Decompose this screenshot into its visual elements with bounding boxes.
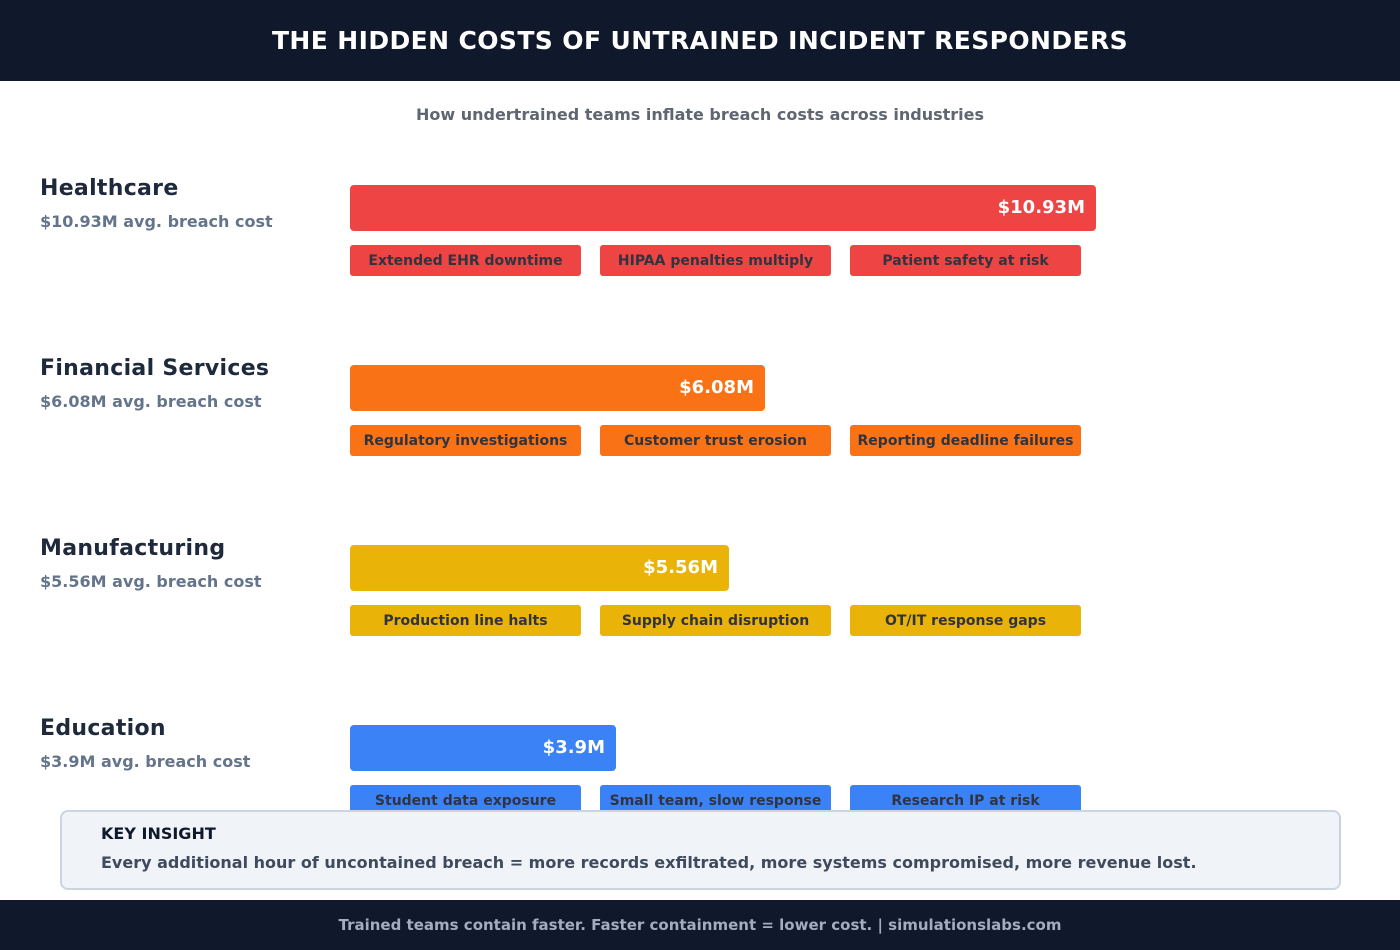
bar-value-label: $3.9M xyxy=(542,737,605,758)
page-footer: Trained teams contain faster. Faster con… xyxy=(0,900,1400,950)
category-cost-label: $6.08M avg. breach cost xyxy=(40,392,262,411)
category-cost-label: $5.56M avg. breach cost xyxy=(40,572,262,591)
bar-value-label: $6.08M xyxy=(679,377,754,398)
category-label: Education xyxy=(40,716,166,741)
impact-tag: Extended EHR downtime xyxy=(350,245,581,276)
category-label: Manufacturing xyxy=(40,536,226,561)
bar-education: $3.9M xyxy=(350,725,616,771)
category-label: Financial Services xyxy=(40,356,270,381)
insight-title: KEY INSIGHT xyxy=(101,824,216,843)
category-cost-label: $3.9M avg. breach cost xyxy=(40,752,251,771)
impact-tag: Supply chain disruption xyxy=(600,605,831,636)
impact-tag: HIPAA penalties multiply xyxy=(600,245,831,276)
impact-tag: Regulatory investigations xyxy=(350,425,581,456)
bar-value-label: $5.56M xyxy=(643,557,718,578)
key-insight-panel: KEY INSIGHT Every additional hour of unc… xyxy=(60,810,1341,890)
page-header: THE HIDDEN COSTS OF UNTRAINED INCIDENT R… xyxy=(0,0,1400,81)
bar-healthcare: $10.93M xyxy=(350,185,1096,231)
bar-manufacturing: $5.56M xyxy=(350,545,729,591)
category-label: Healthcare xyxy=(40,176,179,201)
chart-row-education: Education $3.9M avg. breach cost $3.9M Stud… xyxy=(0,716,1400,826)
chart-row-healthcare: Healthcare $10.93M avg. breach cost $10.93… xyxy=(0,176,1400,286)
impact-tag: Customer trust erosion xyxy=(600,425,831,456)
category-cost-label: $10.93M avg. breach cost xyxy=(40,212,273,231)
impact-tag: Reporting deadline failures xyxy=(850,425,1081,456)
impact-tag: Patient safety at risk xyxy=(850,245,1081,276)
chart-row-manufacturing: Manufacturing $5.56M avg. breach cost $5.5… xyxy=(0,536,1400,646)
impact-tag: OT/IT response gaps xyxy=(850,605,1081,636)
page-subtitle: How undertrained teams inflate breach co… xyxy=(415,105,985,124)
bar-value-label: $10.93M xyxy=(997,197,1085,218)
page-title: THE HIDDEN COSTS OF UNTRAINED INCIDENT R… xyxy=(271,26,1129,55)
bar-financial-services: $6.08M xyxy=(350,365,765,411)
impact-tag: Production line halts xyxy=(350,605,581,636)
insight-text: Every additional hour of uncontained bre… xyxy=(101,853,1197,872)
chart-row-financial-services: Financial Services $6.08M avg. breach cos… xyxy=(0,356,1400,466)
